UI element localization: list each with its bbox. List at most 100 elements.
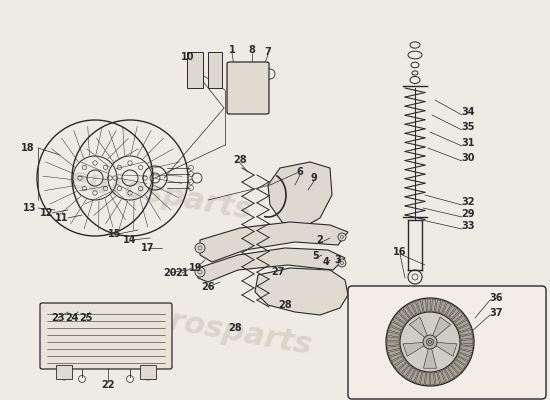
Text: 31: 31 xyxy=(461,138,475,148)
Polygon shape xyxy=(426,373,430,385)
Polygon shape xyxy=(424,348,437,368)
Circle shape xyxy=(400,312,460,372)
Polygon shape xyxy=(460,330,472,336)
Polygon shape xyxy=(451,363,462,374)
Circle shape xyxy=(60,372,68,380)
Text: 26: 26 xyxy=(201,282,214,292)
Text: 20: 20 xyxy=(163,268,177,278)
FancyBboxPatch shape xyxy=(348,286,546,399)
Polygon shape xyxy=(436,300,441,312)
Polygon shape xyxy=(422,299,427,312)
Polygon shape xyxy=(392,356,404,366)
Polygon shape xyxy=(445,368,454,380)
Text: 13: 13 xyxy=(23,203,37,213)
Text: 25: 25 xyxy=(79,313,93,323)
Text: 21: 21 xyxy=(175,268,189,278)
Text: 19: 19 xyxy=(189,263,203,273)
Circle shape xyxy=(386,298,474,386)
Circle shape xyxy=(338,233,346,241)
Text: 30: 30 xyxy=(461,153,475,163)
Polygon shape xyxy=(448,365,458,377)
Text: 5: 5 xyxy=(312,251,320,261)
Polygon shape xyxy=(395,313,407,323)
Text: eurosparts: eurosparts xyxy=(65,164,255,226)
Text: 27: 27 xyxy=(271,267,285,277)
Text: 37: 37 xyxy=(490,308,503,318)
Bar xyxy=(140,365,156,379)
Polygon shape xyxy=(456,356,468,366)
Polygon shape xyxy=(415,371,422,384)
Polygon shape xyxy=(461,340,473,344)
Text: 18: 18 xyxy=(21,143,35,153)
Polygon shape xyxy=(454,360,465,370)
Text: 4: 4 xyxy=(323,257,329,267)
Text: 7: 7 xyxy=(265,47,271,57)
Polygon shape xyxy=(431,373,435,385)
Polygon shape xyxy=(432,299,436,311)
Text: 8: 8 xyxy=(249,45,255,55)
Polygon shape xyxy=(409,317,428,338)
Text: 17: 17 xyxy=(141,243,155,253)
Polygon shape xyxy=(458,353,470,361)
Polygon shape xyxy=(399,310,410,320)
Polygon shape xyxy=(434,372,439,384)
Polygon shape xyxy=(387,346,400,351)
Polygon shape xyxy=(438,371,445,384)
Polygon shape xyxy=(456,320,469,328)
Text: 11: 11 xyxy=(55,213,69,223)
Circle shape xyxy=(144,372,152,380)
Polygon shape xyxy=(420,372,426,384)
Polygon shape xyxy=(406,368,415,380)
FancyBboxPatch shape xyxy=(187,52,203,88)
Polygon shape xyxy=(446,305,455,317)
Text: 22: 22 xyxy=(101,380,115,390)
Polygon shape xyxy=(390,322,403,330)
Polygon shape xyxy=(461,342,473,346)
Polygon shape xyxy=(198,248,345,282)
Polygon shape xyxy=(412,302,420,314)
Polygon shape xyxy=(442,370,449,382)
Polygon shape xyxy=(427,299,431,311)
Polygon shape xyxy=(200,222,348,262)
Polygon shape xyxy=(402,365,412,377)
FancyBboxPatch shape xyxy=(208,52,222,88)
Circle shape xyxy=(195,267,205,277)
Polygon shape xyxy=(395,360,406,370)
Text: 28: 28 xyxy=(278,300,292,310)
Circle shape xyxy=(195,243,205,253)
Polygon shape xyxy=(410,370,419,382)
Text: 3: 3 xyxy=(334,255,342,265)
Polygon shape xyxy=(387,342,399,346)
Polygon shape xyxy=(460,334,473,339)
Text: 2: 2 xyxy=(317,235,323,245)
FancyBboxPatch shape xyxy=(40,303,172,369)
Polygon shape xyxy=(439,301,446,313)
Polygon shape xyxy=(407,304,416,316)
Text: 35: 35 xyxy=(461,122,475,132)
Text: 33: 33 xyxy=(461,221,475,231)
Polygon shape xyxy=(403,306,412,318)
Polygon shape xyxy=(268,162,332,228)
Polygon shape xyxy=(454,316,466,325)
Text: 10: 10 xyxy=(182,52,195,62)
Polygon shape xyxy=(417,300,423,312)
Text: 14: 14 xyxy=(123,235,137,245)
Polygon shape xyxy=(389,326,401,334)
Text: 28: 28 xyxy=(233,155,247,165)
Polygon shape xyxy=(432,317,450,338)
Text: 29: 29 xyxy=(461,209,475,219)
Polygon shape xyxy=(458,324,471,332)
Polygon shape xyxy=(255,268,348,315)
Text: 23: 23 xyxy=(51,313,65,323)
Polygon shape xyxy=(443,303,451,315)
Circle shape xyxy=(426,338,433,346)
Polygon shape xyxy=(449,308,459,319)
Polygon shape xyxy=(388,350,401,356)
Text: 16: 16 xyxy=(393,247,407,257)
Text: 9: 9 xyxy=(311,173,317,183)
Polygon shape xyxy=(459,350,472,356)
Polygon shape xyxy=(460,346,472,351)
Text: 36: 36 xyxy=(490,293,503,303)
Polygon shape xyxy=(452,312,463,322)
Text: 6: 6 xyxy=(296,167,304,177)
